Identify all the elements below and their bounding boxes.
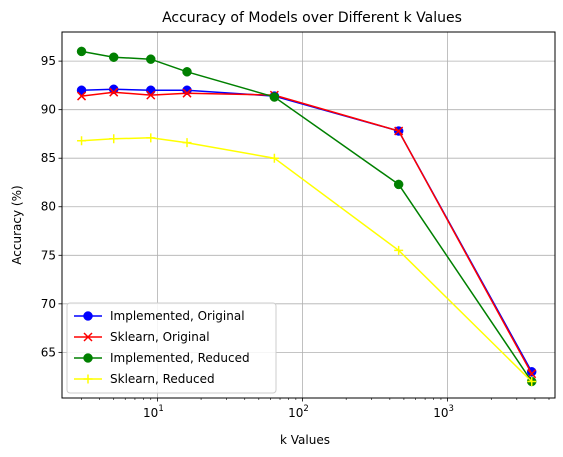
x-tick-label: 101 bbox=[143, 404, 164, 420]
y-tick-label: 90 bbox=[41, 103, 56, 117]
data-point bbox=[76, 85, 87, 95]
y-tick-label: 70 bbox=[41, 297, 56, 311]
legend: Implemented, Original Sklearn, Original Im… bbox=[66, 302, 277, 394]
data-point bbox=[77, 136, 87, 146]
data-point bbox=[182, 138, 192, 148]
legend-item: Implemented, Reduced bbox=[74, 351, 250, 365]
y-axis-label: Accuracy (%) bbox=[10, 185, 24, 264]
data-point bbox=[527, 376, 537, 386]
plot-area-frame bbox=[61, 31, 556, 399]
legend-marker bbox=[83, 353, 93, 363]
series-implemented-reduced bbox=[76, 46, 537, 387]
legend-label: Implemented, Original bbox=[110, 309, 245, 323]
data-point bbox=[76, 46, 87, 57]
data-point bbox=[108, 52, 119, 62]
data-point bbox=[146, 54, 156, 64]
legend-label: Sklearn, Original bbox=[110, 330, 210, 344]
legend-item: Implemented, Original bbox=[74, 309, 245, 323]
data-point bbox=[146, 133, 156, 143]
data-point bbox=[182, 88, 192, 98]
data-point bbox=[394, 126, 404, 136]
y-tick-label: 80 bbox=[41, 200, 56, 214]
data-point bbox=[109, 87, 119, 97]
data-point bbox=[393, 179, 404, 190]
data-point bbox=[269, 153, 279, 163]
chart-title: Accuracy of Models over Different k Valu… bbox=[162, 10, 462, 26]
x-tick-label: 102 bbox=[288, 404, 309, 420]
axis-ticks: 65 70 75 80 85 90 95 101 102 103 bbox=[41, 54, 550, 420]
y-tick-label: 65 bbox=[41, 345, 56, 359]
data-point bbox=[269, 92, 280, 102]
x-tick-label: 103 bbox=[433, 404, 454, 420]
series-layer bbox=[76, 46, 537, 387]
y-tick-label: 75 bbox=[41, 248, 56, 262]
series-sklearn-reduced bbox=[77, 133, 537, 386]
legend-marker bbox=[83, 374, 93, 384]
data-point bbox=[109, 134, 119, 144]
legend-label: Sklearn, Reduced bbox=[110, 372, 215, 386]
legend-item: Sklearn, Original bbox=[74, 330, 210, 344]
legend-marker bbox=[83, 332, 93, 342]
y-tick-label: 85 bbox=[41, 151, 56, 165]
legend-label: Implemented, Reduced bbox=[110, 351, 250, 365]
legend-box bbox=[66, 302, 277, 394]
data-point bbox=[394, 245, 404, 255]
data-point bbox=[108, 84, 119, 95]
legend-item: Sklearn, Reduced bbox=[74, 372, 215, 386]
y-tick-label: 95 bbox=[41, 54, 56, 68]
series-sklearn-original bbox=[77, 87, 537, 379]
data-point bbox=[146, 90, 156, 100]
x-axis-label: k Values bbox=[280, 433, 330, 447]
legend-marker bbox=[83, 311, 93, 321]
data-point bbox=[77, 91, 87, 101]
data-point bbox=[182, 67, 192, 77]
data-point bbox=[146, 85, 156, 95]
